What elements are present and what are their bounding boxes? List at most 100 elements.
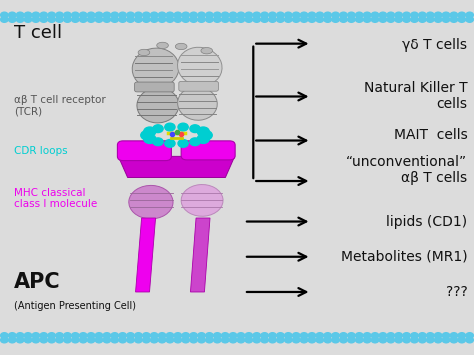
Circle shape [190,12,197,18]
Circle shape [371,337,379,343]
Circle shape [80,12,87,18]
Circle shape [340,12,347,18]
Circle shape [174,337,182,343]
Circle shape [0,17,8,22]
Circle shape [32,337,40,343]
Circle shape [332,17,339,22]
Circle shape [158,17,166,22]
Circle shape [237,333,245,338]
Circle shape [0,12,8,18]
Ellipse shape [201,48,212,54]
Circle shape [308,12,316,18]
Circle shape [434,17,442,22]
Circle shape [95,12,103,18]
Circle shape [434,333,442,338]
Circle shape [395,333,402,338]
Circle shape [379,17,387,22]
Circle shape [190,333,197,338]
Text: αβ T cell receptor
(TCR): αβ T cell receptor (TCR) [14,95,105,116]
Circle shape [182,17,190,22]
Circle shape [127,337,134,343]
Circle shape [56,337,63,343]
Circle shape [301,17,308,22]
Ellipse shape [138,49,150,56]
Circle shape [32,333,40,338]
Circle shape [245,333,253,338]
Circle shape [364,12,371,18]
Circle shape [198,12,205,18]
Circle shape [237,17,245,22]
Circle shape [403,17,410,22]
Circle shape [379,337,387,343]
Circle shape [197,134,210,143]
Circle shape [87,17,95,22]
Circle shape [364,333,371,338]
Circle shape [450,17,457,22]
Circle shape [332,337,339,343]
Circle shape [64,17,71,22]
Circle shape [17,333,24,338]
Circle shape [174,333,182,338]
Circle shape [143,333,150,338]
Polygon shape [136,218,155,292]
Circle shape [340,337,347,343]
Circle shape [324,337,331,343]
Circle shape [364,337,371,343]
Circle shape [237,337,245,343]
Circle shape [356,337,363,343]
Circle shape [221,17,229,22]
Circle shape [72,337,79,343]
Circle shape [442,337,450,343]
Ellipse shape [157,42,168,49]
Circle shape [332,12,339,18]
Text: Natural Killer T
cells: Natural Killer T cells [364,81,467,111]
Circle shape [269,333,276,338]
Circle shape [277,337,284,343]
Circle shape [324,333,331,338]
Circle shape [135,337,142,343]
Circle shape [17,337,24,343]
Circle shape [206,333,213,338]
Circle shape [419,337,426,343]
Circle shape [127,12,134,18]
Text: CDR loops: CDR loops [14,146,67,156]
Circle shape [316,337,324,343]
Circle shape [64,337,71,343]
Circle shape [316,17,324,22]
Circle shape [143,12,150,18]
Ellipse shape [137,88,179,123]
Circle shape [95,17,103,22]
FancyBboxPatch shape [181,141,235,160]
Circle shape [442,17,450,22]
Circle shape [40,333,47,338]
Circle shape [395,12,402,18]
Circle shape [387,337,394,343]
Circle shape [253,333,260,338]
Text: lipids (CD1): lipids (CD1) [386,214,467,229]
Circle shape [450,337,457,343]
Circle shape [301,12,308,18]
Circle shape [347,333,355,338]
Circle shape [190,125,200,132]
Circle shape [419,333,426,338]
Circle shape [87,337,95,343]
Circle shape [165,140,175,147]
Circle shape [0,333,8,338]
Text: (Antigen Presenting Cell): (Antigen Presenting Cell) [14,301,136,311]
Circle shape [64,333,71,338]
Circle shape [197,127,210,136]
Circle shape [206,12,213,18]
Circle shape [166,17,173,22]
Circle shape [9,333,16,338]
Circle shape [379,12,387,18]
Circle shape [24,12,32,18]
Circle shape [458,12,465,18]
Circle shape [72,12,79,18]
Circle shape [119,333,127,338]
Circle shape [284,333,292,338]
Text: APC: APC [14,272,60,292]
Circle shape [190,17,197,22]
Circle shape [198,17,205,22]
Circle shape [56,12,63,18]
Circle shape [221,333,229,338]
